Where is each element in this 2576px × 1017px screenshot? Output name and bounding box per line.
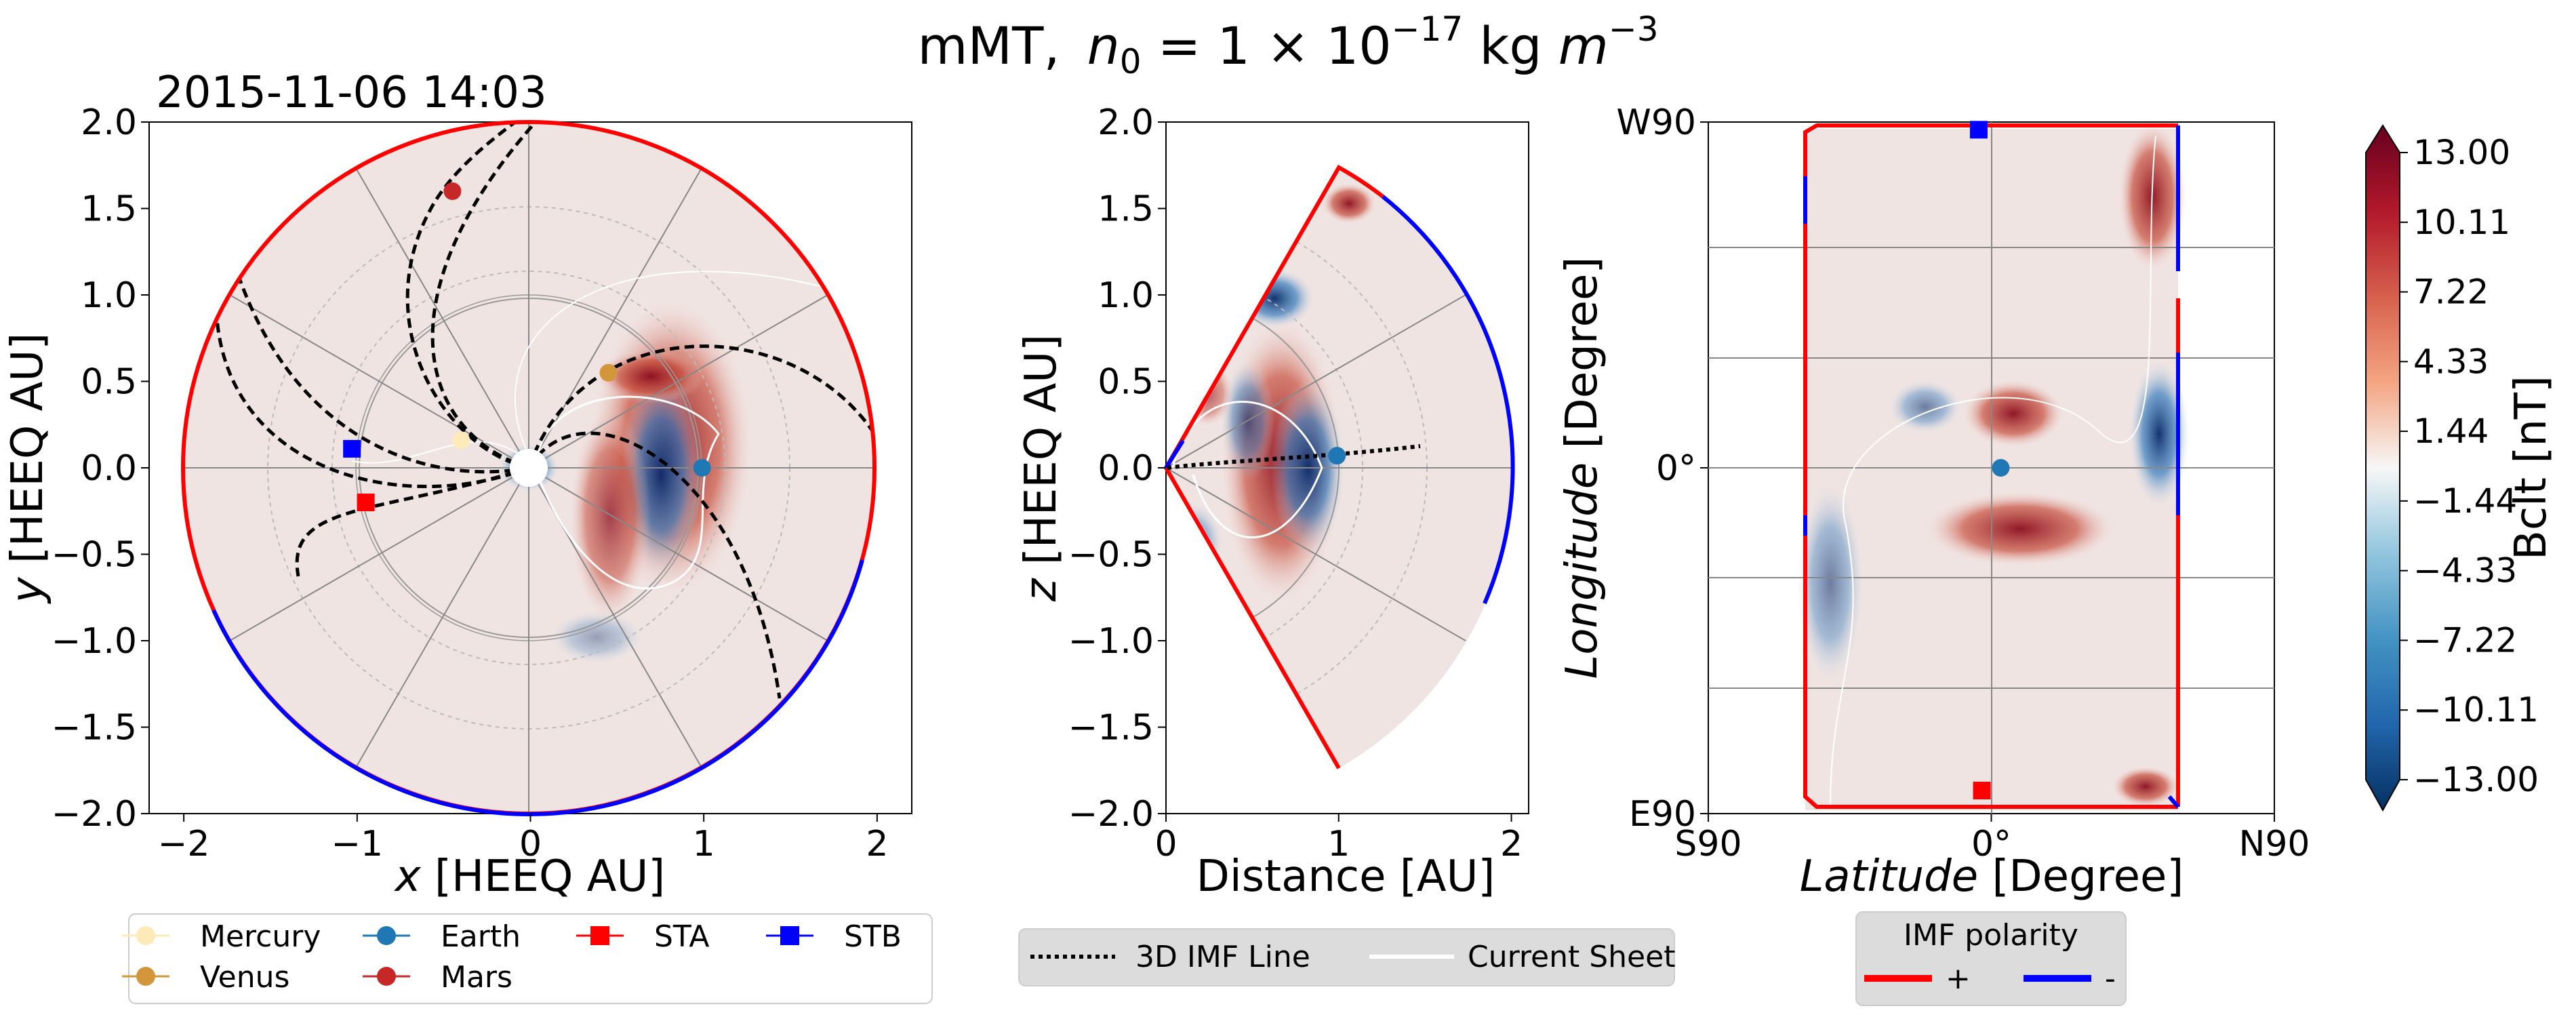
legend-venus-marker <box>136 967 155 986</box>
panel1-xtick-label: 0 <box>519 824 542 864</box>
timestamp: 2015-11-06 14:03 <box>156 68 547 118</box>
stb-marker <box>343 439 361 458</box>
colorbar: 13.00 10.11 7.22 4.33 1.44 −1.44 −4.33 −7.22 −10… <box>2365 124 2556 812</box>
mars-marker <box>443 182 462 200</box>
legend-venus-label: Venus <box>200 960 289 995</box>
panel2-boundary-neg2 <box>1164 439 1185 469</box>
panel1-xlabel: x [HEEQ AU] <box>394 852 666 902</box>
panel1-boundary-neg <box>212 559 864 816</box>
colorbar-tick-label: 1.44 <box>2413 412 2489 451</box>
panel2-xtick-label: 1 <box>1327 824 1350 864</box>
legend-mars-label: Mars <box>441 960 512 995</box>
panel3-xtick-label: N90 <box>2238 824 2310 864</box>
panel2-imf-line <box>1167 444 1421 470</box>
colorbar-bar <box>2365 124 2400 812</box>
earth-marker <box>693 459 711 477</box>
legend-polarity-minus: - <box>2105 961 2116 996</box>
panel2-ytick-label: −1.0 <box>1068 621 1154 662</box>
legend-imf-label: 3D IMF Line <box>1135 940 1310 974</box>
panel1-xtick-label: −1 <box>331 824 383 864</box>
colorbar-tick-label: −1.44 <box>2413 481 2517 521</box>
legend-mercury-label: Mercury <box>200 919 321 954</box>
colorbar-tick-label: −7.22 <box>2413 620 2517 660</box>
panel1-ytick-label: −1.5 <box>52 708 137 749</box>
panel2-boundary-neg <box>1382 195 1515 605</box>
panel1-ytick-label: 1.5 <box>81 189 137 230</box>
panel2-ytick-label: −0.5 <box>1068 535 1154 576</box>
panel3-ytick-label: 0° <box>1656 448 1696 489</box>
legend-sta-label: STA <box>654 919 710 954</box>
panel2-ytick-label: 0.0 <box>1098 448 1154 489</box>
panel1-ytick-label: 0.5 <box>81 362 137 403</box>
panel1-xtick-label: 1 <box>693 824 715 864</box>
legend-stb-marker <box>780 926 799 945</box>
earth-marker <box>1328 447 1346 465</box>
panel3-ytick-label: W90 <box>1616 102 1696 143</box>
colorbar-label: Bclt [nT] <box>2506 376 2556 560</box>
panel3-xtick-label: S90 <box>1674 824 1742 864</box>
panel2-xlabel: Distance [AU] <box>1196 852 1495 902</box>
panel2-ytick-label: 0.5 <box>1098 362 1154 403</box>
figure-title: mMT, n0 = 1 × 10−17 kg m−3 <box>917 9 1658 81</box>
panel1-xtick-label: −2 <box>158 824 210 864</box>
colorbar-tick-label: 10.11 <box>2413 203 2510 242</box>
sta-marker <box>1973 782 1991 799</box>
panel1-ytick-label: 2.0 <box>81 102 137 143</box>
panel3-xlabel: Latitude [Degree] <box>1800 852 2184 902</box>
panel3-ytick-label: E90 <box>1629 794 1696 835</box>
panel1-ytick-label: 1.0 <box>81 275 137 316</box>
venus-marker <box>599 363 618 382</box>
legend-stb-label: STB <box>844 919 902 954</box>
panel1-ytick-label: −2.0 <box>52 794 137 835</box>
colorbar-tick-label: 13.00 <box>2413 133 2510 172</box>
legend-lines: 3D IMF Line Current Sheet <box>1018 928 1675 986</box>
panel-latlon: S90 0° N90 W90 0° E90 Latitude [Degree] Longi… <box>1557 102 2310 902</box>
panel1-ytick-label: 0.0 <box>81 448 137 489</box>
panel3-boundary-pos <box>1803 123 2178 809</box>
sta-marker <box>357 494 375 511</box>
panel1-xtick-label: 2 <box>866 824 888 864</box>
panel2-ytick-label: 2.0 <box>1098 102 1154 143</box>
legend-bodies: Mercury Earth STA STB Venus Mars <box>122 913 933 1004</box>
legend-earth-marker <box>377 926 396 945</box>
legend-sta-marker <box>590 926 609 945</box>
panel1-ytick-label: −1.0 <box>52 621 137 662</box>
legend-polarity-plus: + <box>1946 961 1971 996</box>
colorbar-tick-label: −10.11 <box>2413 690 2539 730</box>
panel2-ylabel: z [HEEQ AU] <box>1016 334 1066 602</box>
panel-meridional: 0 1 2 2.0 1.5 1.0 0.5 0.0 −0.5 −1.0 −1.5 −2.0 Dista… <box>1016 102 1529 902</box>
legend-polarity-title: IMF polarity <box>1904 918 2078 953</box>
panel2-ytick-label: −2.0 <box>1068 794 1154 835</box>
colorbar-tick-label: −4.33 <box>2413 551 2517 591</box>
panel1-ylabel: y [HEEQ AU] <box>3 333 53 605</box>
mercury-marker <box>452 431 470 450</box>
panel2-ytick-label: −1.5 <box>1068 708 1154 749</box>
panel2-boundary-pos <box>1163 164 1384 770</box>
colorbar-tick-label: −13.00 <box>2413 760 2539 799</box>
legend-polarity: IMF polarity + - <box>1855 911 2127 1006</box>
panel2-ytick-label: 1.0 <box>1098 275 1154 316</box>
colorbar-tick-label: 7.22 <box>2413 273 2489 312</box>
panel2-xtick-label: 2 <box>1500 824 1523 864</box>
earth-marker <box>1992 459 2010 477</box>
panel2-ytick-label: 1.5 <box>1098 189 1154 230</box>
legend-sheet-label: Current Sheet <box>1468 940 1675 974</box>
panel2-xtick-label: 0 <box>1154 824 1177 864</box>
panel-ecliptic: 2015-11-06 14:03 <box>3 68 912 902</box>
legend-earth-label: Earth <box>441 919 521 954</box>
colorbar-tick-label: 4.33 <box>2413 342 2489 381</box>
panel1-ytick-label: −0.5 <box>52 535 137 576</box>
stb-marker <box>1969 121 1988 139</box>
panel3-xtick-label: 0° <box>1971 824 2011 864</box>
legend-mercury-marker <box>136 926 155 945</box>
panel3-ylabel: Longitude [Degree] <box>1557 257 1607 679</box>
legend-mars-marker <box>377 967 396 986</box>
